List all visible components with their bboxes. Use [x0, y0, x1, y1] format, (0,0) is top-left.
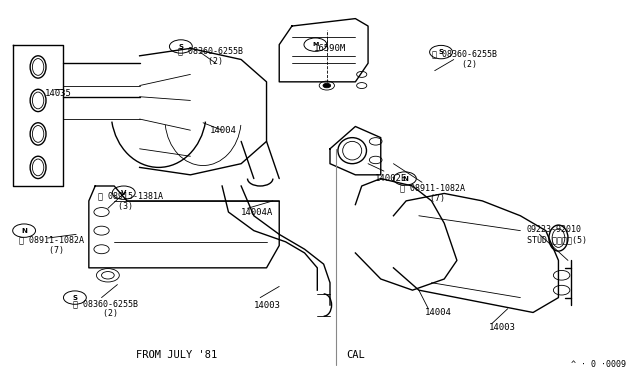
Text: 09223-92010
STUD スタッド(5): 09223-92010 STUD スタッド(5) — [527, 225, 587, 244]
Text: Ⓢ 08360-6255B
      (2): Ⓢ 08360-6255B (2) — [431, 50, 497, 69]
Text: S: S — [72, 295, 77, 301]
Text: CAL: CAL — [346, 350, 365, 360]
Text: 14004: 14004 — [209, 126, 236, 135]
Text: 14002E: 14002E — [374, 174, 406, 183]
Text: 14003: 14003 — [489, 323, 515, 332]
Text: M: M — [312, 42, 319, 47]
Text: S: S — [179, 44, 184, 49]
Text: Ⓝ 08911-1082A
      (7): Ⓝ 08911-1082A (7) — [19, 236, 84, 255]
Text: FROM JULY '81: FROM JULY '81 — [136, 350, 218, 360]
Text: 14003: 14003 — [254, 301, 281, 310]
Text: Ⓢ 08360-6255B
      (2): Ⓢ 08360-6255B (2) — [73, 299, 138, 318]
Text: 16590M: 16590M — [314, 44, 346, 53]
Text: 14004A: 14004A — [241, 208, 273, 217]
Circle shape — [323, 83, 331, 88]
Text: V: V — [121, 190, 127, 196]
Text: N: N — [402, 176, 408, 182]
Text: N: N — [21, 228, 27, 234]
Text: Ⓜ 08915-1381A
    (3): Ⓜ 08915-1381A (3) — [99, 191, 163, 211]
Text: 14004: 14004 — [425, 308, 452, 317]
Text: Ⓢ 08360-6255B
      (2): Ⓢ 08360-6255B (2) — [178, 46, 243, 65]
Text: 14035: 14035 — [44, 89, 71, 97]
Text: Ⓝ 08911-1082A
      (7): Ⓝ 08911-1082A (7) — [400, 184, 465, 203]
Text: ^ · 0 ·0009: ^ · 0 ·0009 — [571, 360, 626, 369]
Text: S: S — [438, 49, 444, 55]
